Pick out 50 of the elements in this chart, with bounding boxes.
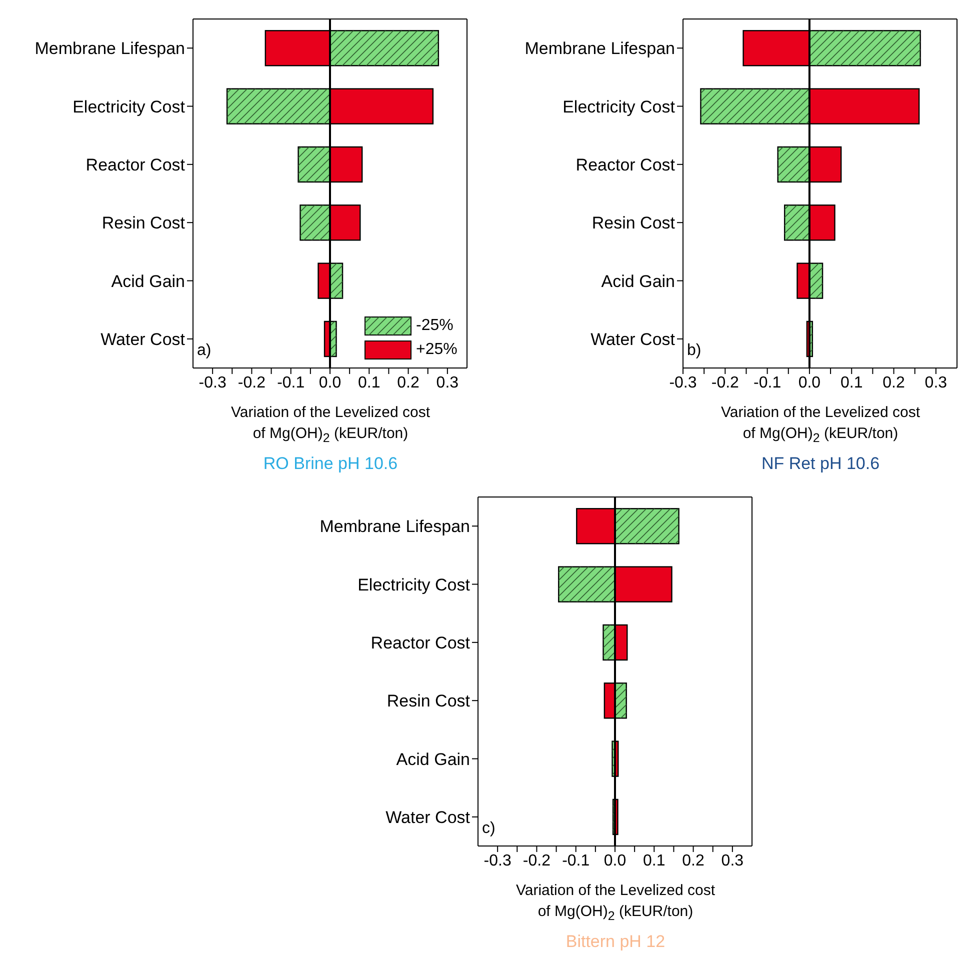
- text: RO Brine pH 10.6: [262, 453, 399, 474]
- annotation: b): [687, 342, 702, 360]
- y-tick-label: Electricity Cost: [562, 97, 676, 116]
- x-tick-label: 0.2: [882, 374, 905, 392]
- y-tick-label: Resin Cost: [592, 214, 676, 233]
- x-tick-label: 0.3: [721, 852, 744, 870]
- y-tick-label: Membrane Lifespan: [34, 39, 185, 58]
- x-tick-label: -0.1: [754, 374, 782, 392]
- y-tick-label: Reactor Cost: [86, 155, 186, 174]
- x-tick-label: 0.0: [318, 374, 342, 392]
- y-tick-label: Membrane Lifespan: [320, 517, 470, 536]
- x-tick-label: -0.2: [522, 852, 551, 870]
- x-tick-label: 0.2: [397, 374, 420, 392]
- x-tick-label: 0.1: [840, 374, 863, 392]
- x-tick-label: -0.1: [562, 852, 590, 870]
- x-axis-title: Variation of the Levelized cost of Mg(OH)$_{2}$ (kEUR/ton): [720, 403, 921, 447]
- annotation: c): [482, 820, 496, 838]
- x-axis-title: Variation of the Levelized cost of Mg(OH)$_{2}$ (kEUR/ton): [514, 881, 716, 925]
- y-tick-label: Reactor Cost: [576, 155, 676, 174]
- legend-label: -25%: [416, 317, 454, 335]
- y-tick-label: Resin Cost: [102, 214, 186, 233]
- x-tick-label: 0.2: [682, 852, 705, 870]
- x-tick-label: -0.2: [238, 374, 266, 392]
- x-tick-label: 0.3: [924, 374, 948, 392]
- x-tick-label: 0.0: [798, 374, 821, 392]
- x-tick-label: 0.1: [643, 852, 666, 870]
- x-tick-label: -0.3: [198, 374, 226, 392]
- x-axis-title: Variation of the Levelized cost of Mg(OH)$_{2}$ (kEUR/ton): [230, 403, 431, 447]
- y-tick-label: Water Cost: [590, 330, 676, 349]
- x-tick-label: -0.3: [484, 852, 512, 870]
- x-tick-label: 0.3: [436, 374, 459, 392]
- y-tick-label: Electricity Cost: [358, 575, 470, 594]
- text: Bittern pH 12: [564, 931, 666, 952]
- text: NF Ret pH 10.6: [760, 453, 881, 474]
- y-tick-label: Electricity Cost: [72, 97, 186, 116]
- x-tick-label: -0.2: [711, 374, 740, 392]
- y-tick-label: Acid Gain: [396, 750, 470, 769]
- y-tick-label: Water Cost: [386, 808, 470, 827]
- y-tick-label: Acid Gain: [111, 272, 185, 291]
- x-tick-label: 0.1: [358, 374, 380, 392]
- y-tick-label: Water Cost: [100, 330, 186, 349]
- x-tick-label: 0.0: [604, 852, 626, 870]
- x-tick-label: -0.1: [277, 374, 305, 392]
- y-tick-label: Acid Gain: [601, 272, 675, 291]
- annotation: a): [197, 342, 212, 360]
- x-tick-label: -0.3: [669, 374, 697, 392]
- y-tick-label: Resin Cost: [386, 692, 470, 711]
- legend-label: +25%: [416, 341, 458, 359]
- y-tick-label: Membrane Lifespan: [524, 39, 675, 58]
- y-tick-label: Reactor Cost: [370, 633, 470, 652]
